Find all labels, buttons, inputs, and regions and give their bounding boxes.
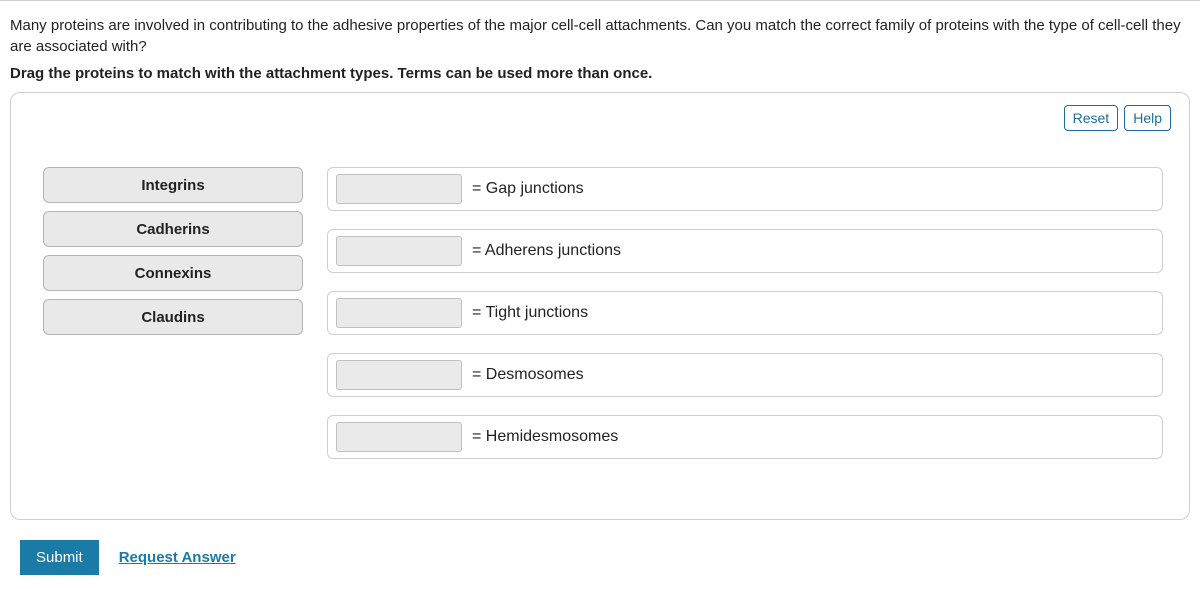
question-prompt: Many proteins are involved in contributi… [0, 9, 1200, 61]
submit-button[interactable]: Submit [20, 540, 99, 575]
draggable-item[interactable]: Cadherins [43, 211, 303, 247]
target-row: = Desmosomes [327, 353, 1163, 397]
target-row: = Adherens junctions [327, 229, 1163, 273]
request-answer-link[interactable]: Request Answer [119, 549, 236, 566]
drop-slot[interactable] [336, 174, 462, 204]
draggable-item[interactable]: Claudins [43, 299, 303, 335]
drop-slot[interactable] [336, 298, 462, 328]
footer: Submit Request Answer [0, 540, 1200, 589]
target-row: = Hemidesmosomes [327, 415, 1163, 459]
drop-slot[interactable] [336, 422, 462, 452]
interaction-panel: Reset Help Integrins Cadherins Connexins… [10, 92, 1190, 520]
drop-slot[interactable] [336, 236, 462, 266]
target-label: = Tight junctions [472, 304, 588, 322]
draggable-item[interactable]: Connexins [43, 255, 303, 291]
drop-slot[interactable] [336, 360, 462, 390]
target-label: = Desmosomes [472, 366, 584, 384]
target-column: = Gap junctions = Adherens junctions = T… [327, 167, 1163, 459]
question-instruction: Drag the proteins to match with the atta… [0, 61, 1200, 92]
target-row: = Tight junctions [327, 291, 1163, 335]
target-label: = Adherens junctions [472, 242, 621, 260]
target-label: = Hemidesmosomes [472, 428, 618, 446]
work-area: Integrins Cadherins Connexins Claudins =… [29, 167, 1171, 459]
reset-button[interactable]: Reset [1064, 105, 1119, 131]
panel-toolbar: Reset Help [1064, 105, 1171, 131]
draggable-item[interactable]: Integrins [43, 167, 303, 203]
target-row: = Gap junctions [327, 167, 1163, 211]
help-button[interactable]: Help [1124, 105, 1171, 131]
target-label: = Gap junctions [472, 180, 584, 198]
draggable-source-column: Integrins Cadherins Connexins Claudins [43, 167, 303, 335]
